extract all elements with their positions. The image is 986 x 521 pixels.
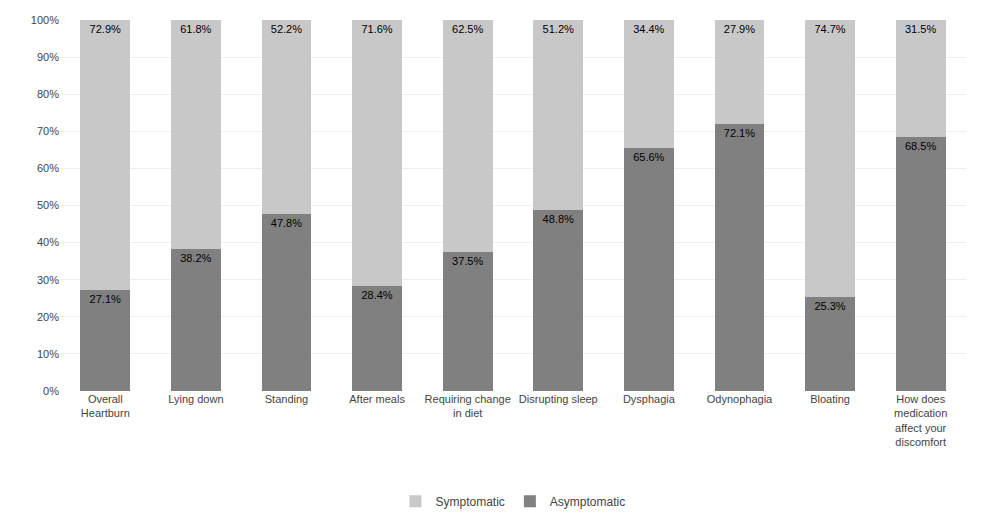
svg-text:Requiring changein diet: Requiring changein diet bbox=[425, 393, 511, 419]
svg-text:52.2%: 52.2% bbox=[271, 23, 302, 35]
svg-text:20%: 20% bbox=[37, 311, 59, 323]
svg-text:38.2%: 38.2% bbox=[180, 252, 211, 264]
svg-text:68.5%: 68.5% bbox=[905, 140, 936, 152]
svg-text:70%: 70% bbox=[37, 125, 59, 137]
svg-text:How doesmedicationaffect yourd: How doesmedicationaffect yourdiscomfort bbox=[894, 393, 947, 448]
svg-text:Dysphagia: Dysphagia bbox=[623, 393, 676, 405]
svg-text:27.9%: 27.9% bbox=[724, 23, 755, 35]
svg-text:50%: 50% bbox=[37, 199, 59, 211]
svg-text:28.4%: 28.4% bbox=[361, 289, 392, 301]
svg-text:Standing: Standing bbox=[265, 393, 308, 405]
svg-text:OverallHeartburn: OverallHeartburn bbox=[81, 393, 130, 419]
svg-text:25.3%: 25.3% bbox=[814, 300, 845, 312]
svg-text:27.1%: 27.1% bbox=[90, 293, 121, 305]
svg-text:51.2%: 51.2% bbox=[543, 23, 574, 35]
svg-text:34.4%: 34.4% bbox=[633, 23, 664, 35]
svg-text:31.5%: 31.5% bbox=[905, 23, 936, 35]
svg-text:100%: 100% bbox=[31, 14, 59, 26]
svg-text:65.6%: 65.6% bbox=[633, 151, 664, 163]
svg-text:72.1%: 72.1% bbox=[724, 127, 755, 139]
svg-text:80%: 80% bbox=[37, 88, 59, 100]
svg-text:After meals: After meals bbox=[349, 393, 405, 405]
svg-text:Disrupting sleep: Disrupting sleep bbox=[519, 393, 598, 405]
svg-text:60%: 60% bbox=[37, 162, 59, 174]
svg-text:Bloating: Bloating bbox=[810, 393, 850, 405]
svg-text:Lying down: Lying down bbox=[168, 393, 223, 405]
svg-text:Odynophagia: Odynophagia bbox=[707, 393, 773, 405]
svg-text:47.8%: 47.8% bbox=[271, 217, 302, 229]
svg-text:30%: 30% bbox=[37, 274, 59, 286]
svg-text:37.5%: 37.5% bbox=[452, 255, 483, 267]
svg-text:48.8%: 48.8% bbox=[543, 213, 574, 225]
svg-text:74.7%: 74.7% bbox=[814, 23, 845, 35]
svg-text:Symptomatic: Symptomatic bbox=[436, 495, 505, 509]
svg-text:61.8%: 61.8% bbox=[180, 23, 211, 35]
svg-text:40%: 40% bbox=[37, 236, 59, 248]
svg-text:71.6%: 71.6% bbox=[361, 23, 392, 35]
svg-text:0%: 0% bbox=[43, 385, 59, 397]
svg-text:90%: 90% bbox=[37, 51, 59, 63]
svg-text:Asymptomatic: Asymptomatic bbox=[550, 495, 625, 509]
svg-text:10%: 10% bbox=[37, 348, 59, 360]
svg-text:62.5%: 62.5% bbox=[452, 23, 483, 35]
svg-text:72.9%: 72.9% bbox=[90, 23, 121, 35]
